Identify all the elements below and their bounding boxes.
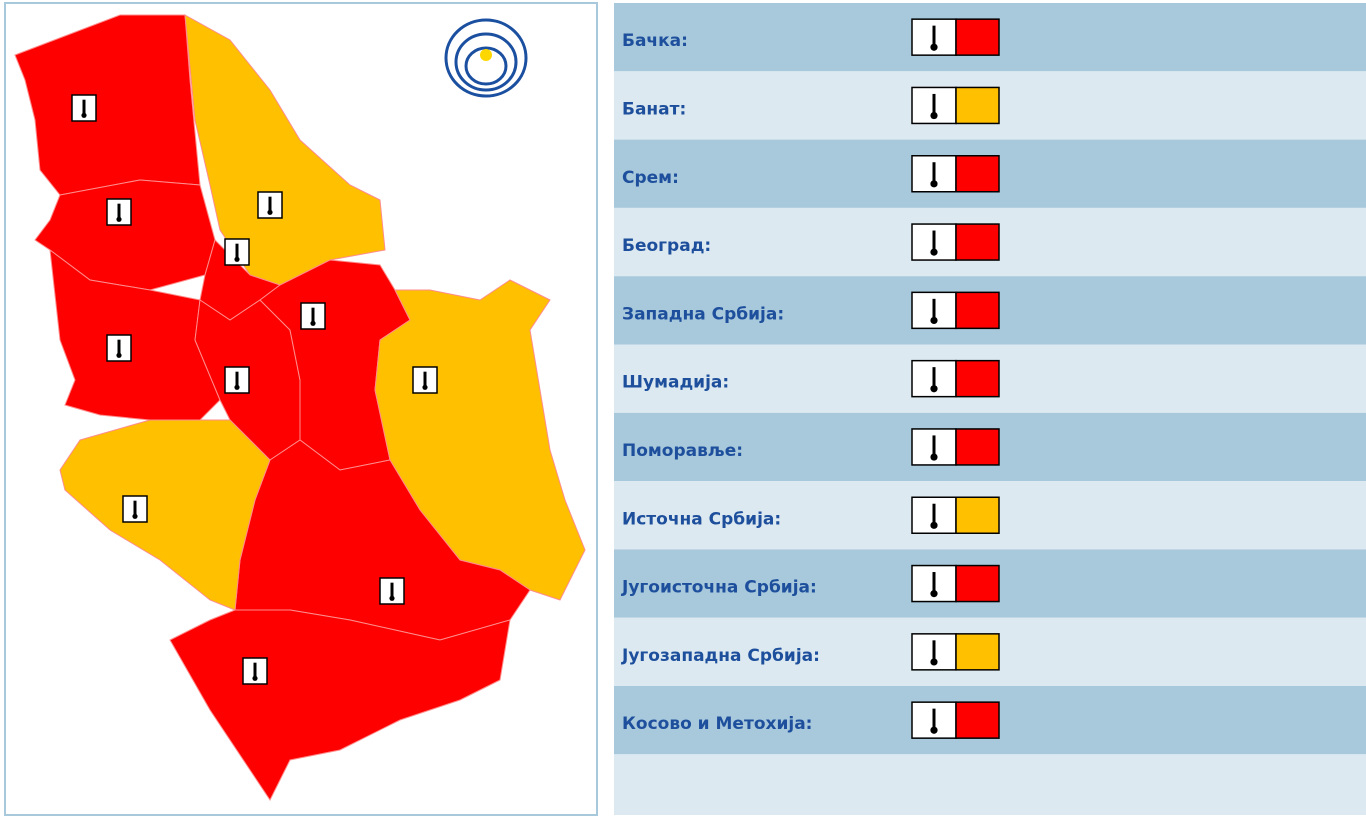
warning-level (955, 223, 1000, 261)
region-name: Западна Србија: (622, 304, 784, 324)
thermometer-bulb (930, 43, 938, 51)
warning-level (955, 496, 1000, 534)
warning-level (955, 18, 1000, 56)
thermometer-bulb (389, 595, 395, 601)
warning-level (955, 291, 1000, 330)
region-name: Југоисточна Србија: (621, 578, 817, 598)
thermometer-bulb (422, 384, 428, 390)
region-name: Срем: (622, 168, 679, 188)
thermometer-bulb (234, 256, 240, 262)
warning-level (955, 633, 1000, 671)
warning-level (955, 701, 1000, 739)
region-name: Београд: (622, 236, 711, 256)
thermometer-bulb (310, 320, 316, 326)
region-area (59, 419, 271, 611)
icon-box (911, 633, 957, 671)
region-list: Бачка: Банат: Срем: Београд: Западна Србија:… (614, 3, 1366, 815)
region-name: Банат: (622, 99, 686, 119)
thermometer-bulb (252, 675, 258, 681)
thermometer-bulb (132, 513, 138, 519)
warning-level (955, 86, 1000, 125)
map (14, 14, 586, 801)
logo (444, 18, 528, 98)
thermometer-bulb (234, 384, 240, 390)
thermometer-bulb (930, 385, 938, 393)
thermometer-bulb (116, 216, 122, 222)
region-name: Косово и Метохија: (622, 714, 812, 734)
region-name: Поморавље: (622, 441, 743, 461)
region-area (374, 279, 586, 601)
region-name: Шумадија: (622, 373, 729, 393)
thermometer-bulb (930, 316, 938, 325)
thermometer-bulb (116, 352, 122, 358)
warning-level (955, 359, 1000, 398)
thermometer-bulb (930, 453, 938, 461)
region-name: Бачка: (622, 31, 688, 51)
thermometer-bulb (930, 658, 938, 666)
warning-level (955, 564, 1000, 603)
region-name: Источна Србија: (622, 509, 781, 529)
thermometer-bulb (930, 521, 938, 529)
region-area (184, 14, 386, 286)
empty-row (614, 754, 1366, 815)
thermometer-bulb (930, 111, 938, 120)
thermometer-bulb (81, 112, 87, 118)
thermometer-bulb (930, 180, 938, 188)
region-name: Југозападна Србија: (621, 646, 820, 666)
warning-level (955, 428, 1000, 466)
thermometer-bulb (930, 248, 938, 256)
thermometer-bulb (267, 209, 273, 215)
thermometer-bulb (930, 726, 938, 734)
warning-level (955, 155, 1000, 193)
thermometer-bulb (930, 590, 938, 598)
